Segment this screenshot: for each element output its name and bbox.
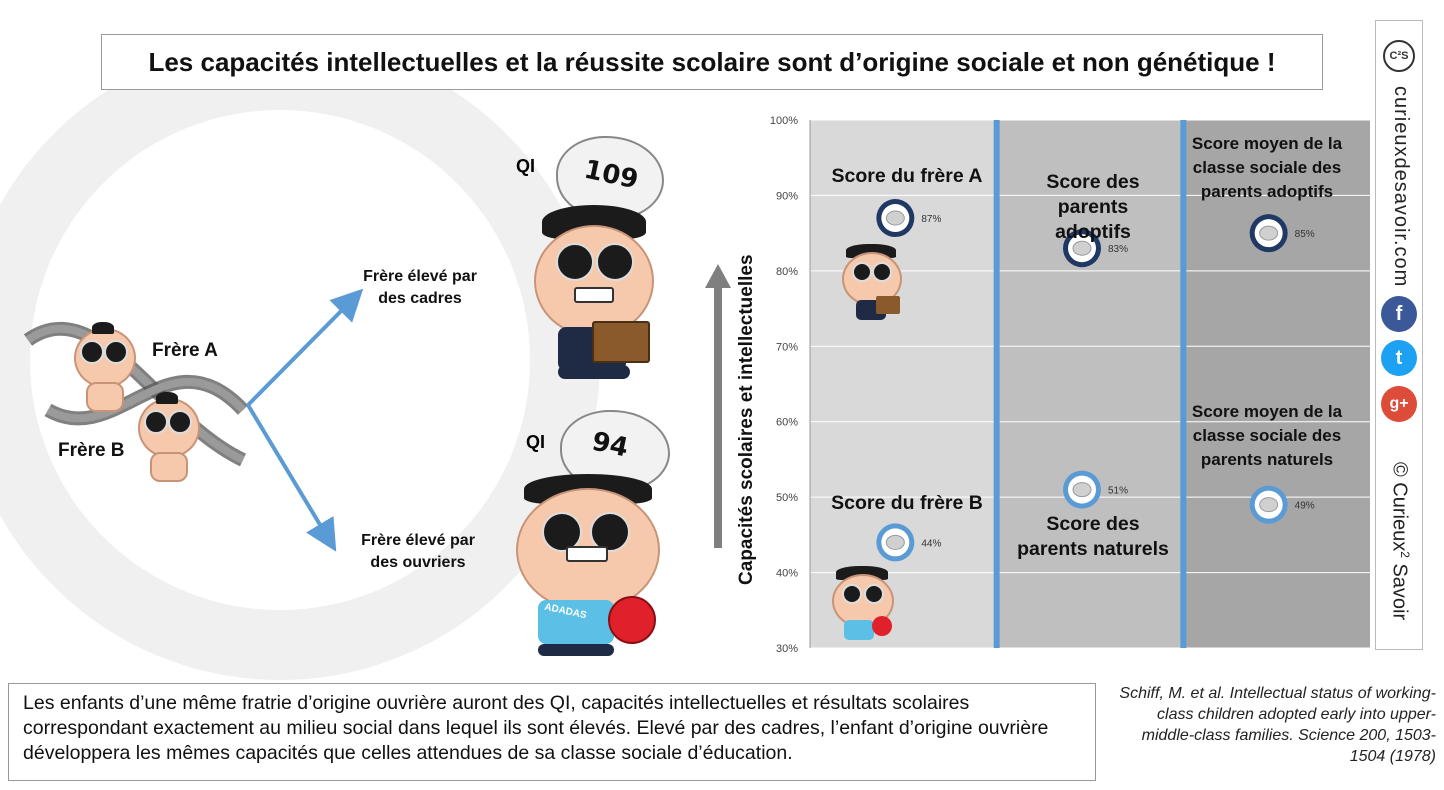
brain-mini-icon [885,210,905,226]
mini-cadre-icon [838,244,908,324]
summary-text: Les enfants d’une même fratrie d’origine… [8,683,1096,781]
chart-panel-3 [1183,120,1370,648]
y-tick-label: 100% [770,115,798,127]
brain-mini-icon [1072,240,1092,256]
chart: 30% 40% 50% 60% 70% 80% 90% 100% 87% 44% 83% 51% 85… [770,115,1370,655]
group-divider [1180,120,1187,648]
group3-top-label: Score moyen de la classe sociale des par… [1191,134,1343,201]
data-point: 83% [1063,229,1128,268]
baby-a-icon [72,322,136,412]
qi-bottom-label: QI [526,432,546,452]
y-tick-label: 60% [776,417,798,429]
group2-bottom-label: Score des parents naturels [1017,513,1169,560]
y-tick-label: 80% [776,266,798,278]
reference: Schiff, M. et al. Intellectual status of… [1119,685,1436,765]
branch-bottom-label: Frère élevé par des ouvriers [361,532,475,571]
brain-mini-icon [1072,482,1092,498]
group3-bottom-label: Score moyen de la classe sociale des par… [1191,402,1343,469]
y-tick-label: 90% [776,190,798,202]
group2-top-label: Score des parents adoptifs [1046,171,1140,243]
copyright: © Curieux2 Savoir [1388,462,1412,621]
data-point: 87% [876,199,941,238]
y-tick-label: 40% [776,568,798,580]
group-divider [993,120,1000,648]
data-label: 87% [921,214,941,225]
frere-a-label: Frère A [152,340,218,361]
brain-mini-icon [1259,497,1279,513]
facebook-icon[interactable]: f [1381,296,1417,332]
y-tick-label: 50% [776,492,798,504]
data-label: 51% [1108,486,1128,497]
data-point: 44% [876,523,941,562]
site-url[interactable]: curieuxdesavoir.com [1390,86,1412,288]
brain-mini-icon [1259,225,1279,241]
sidebar [1375,20,1423,650]
logo-icon: C²S [1383,40,1415,72]
data-point: 49% [1249,485,1315,524]
child-ouvrier-icon: ADADAS [510,470,670,660]
baby-b-icon [136,392,200,482]
frere-b-label: Frère B [58,440,125,461]
chart-panel-2 [996,120,1184,648]
twitter-icon[interactable]: t [1381,340,1417,376]
up-arrow-icon [705,264,731,548]
data-label: 85% [1295,229,1315,240]
data-label: 49% [1295,501,1315,512]
y-tick-label: 70% [776,341,798,353]
y-tick-label: 30% [776,643,798,655]
data-point: 85% [1249,214,1315,253]
branch-top-label: Frère élevé par des cadres [363,268,477,307]
mini-ouvrier-icon [830,566,902,642]
qi-top-label: QI [516,156,536,176]
data-point: 51% [1063,470,1128,509]
data-label: 44% [921,538,941,549]
brain-mini-icon [885,534,905,550]
group1-bottom-label: Score du frère B [831,492,983,514]
data-label: 83% [1108,244,1128,255]
googleplus-icon[interactable]: g+ [1381,386,1417,422]
branch-arrows [246,288,364,552]
page-title: Les capacités intellectuelles et la réus… [101,34,1323,90]
group1-top-label: Score du frère A [831,165,983,187]
child-cadre-icon [520,205,670,380]
